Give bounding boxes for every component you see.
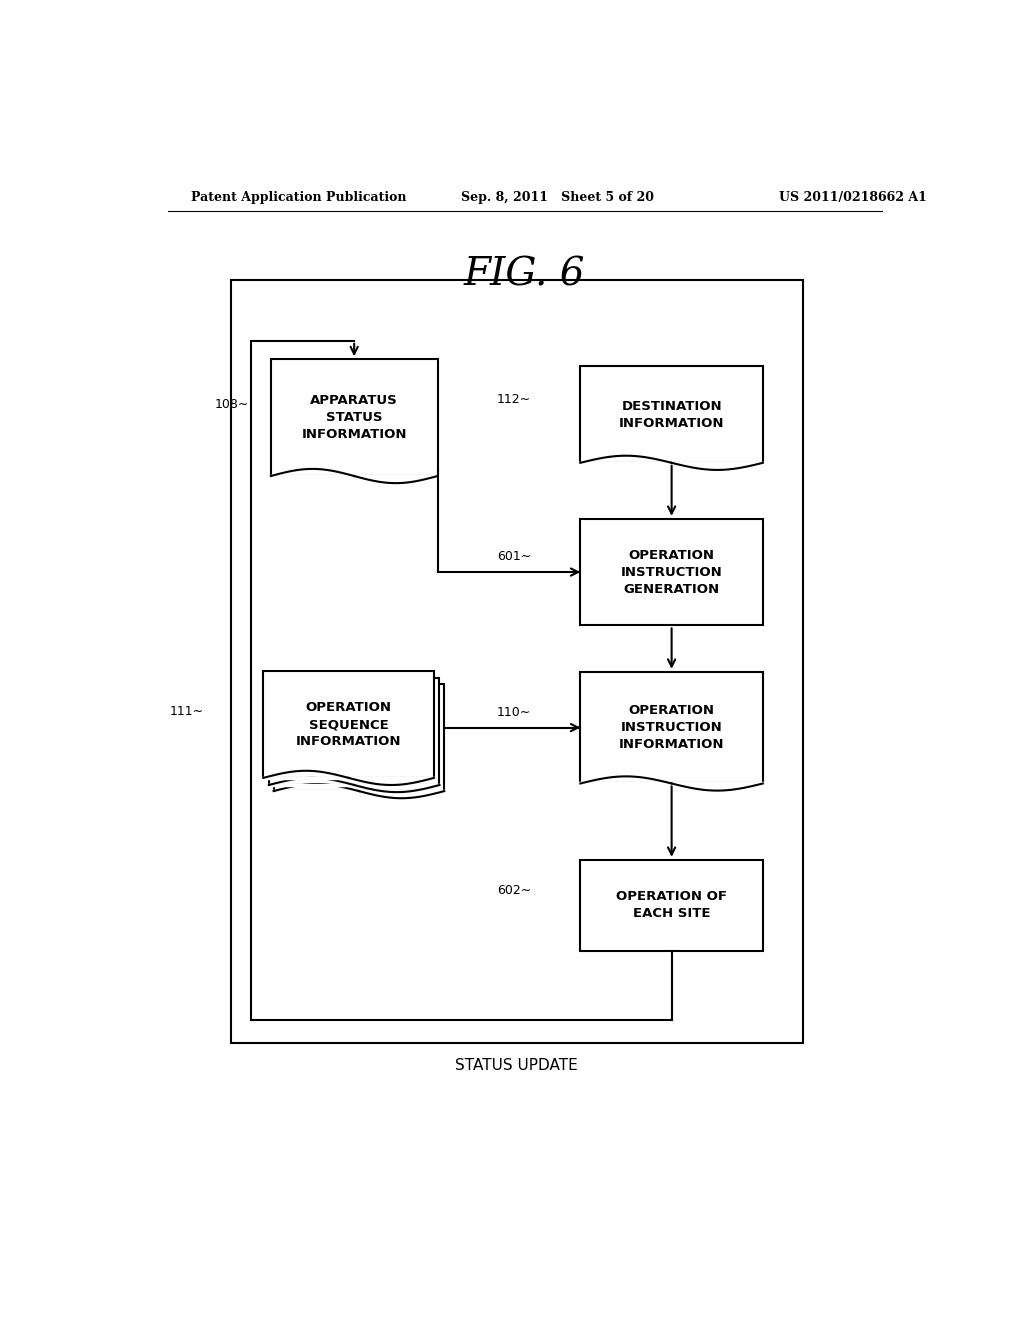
Text: 108∼: 108∼ <box>215 397 250 411</box>
Text: OPERATION
INSTRUCTION
INFORMATION: OPERATION INSTRUCTION INFORMATION <box>618 704 724 751</box>
Text: 110∼: 110∼ <box>497 706 531 719</box>
Text: 111∼: 111∼ <box>169 705 204 718</box>
Text: STATUS UPDATE: STATUS UPDATE <box>456 1057 579 1073</box>
Text: OPERATION
INSTRUCTION
GENERATION: OPERATION INSTRUCTION GENERATION <box>621 549 723 595</box>
Text: APPARATUS
STATUS
INFORMATION: APPARATUS STATUS INFORMATION <box>301 395 407 441</box>
Text: OPERATION
SEQUENCE
INFORMATION: OPERATION SEQUENCE INFORMATION <box>296 701 401 748</box>
Bar <box>581 672 763 784</box>
Bar <box>263 671 434 777</box>
Bar <box>581 366 763 463</box>
Text: FIG. 6: FIG. 6 <box>464 257 586 294</box>
Bar <box>581 519 763 626</box>
Text: US 2011/0218662 A1: US 2011/0218662 A1 <box>778 190 927 203</box>
Text: OPERATION OF
EACH SITE: OPERATION OF EACH SITE <box>616 891 727 920</box>
Text: DESTINATION
INFORMATION: DESTINATION INFORMATION <box>618 400 724 429</box>
Bar <box>270 359 437 477</box>
Bar <box>273 684 444 791</box>
Bar <box>581 859 763 952</box>
Text: 112∼: 112∼ <box>497 393 531 405</box>
Text: Sep. 8, 2011   Sheet 5 of 20: Sep. 8, 2011 Sheet 5 of 20 <box>461 190 654 203</box>
Text: Patent Application Publication: Patent Application Publication <box>191 190 407 203</box>
Bar <box>269 678 439 785</box>
Bar <box>231 280 803 1043</box>
Text: 602∼: 602∼ <box>497 883 531 896</box>
Text: 601∼: 601∼ <box>497 550 531 564</box>
